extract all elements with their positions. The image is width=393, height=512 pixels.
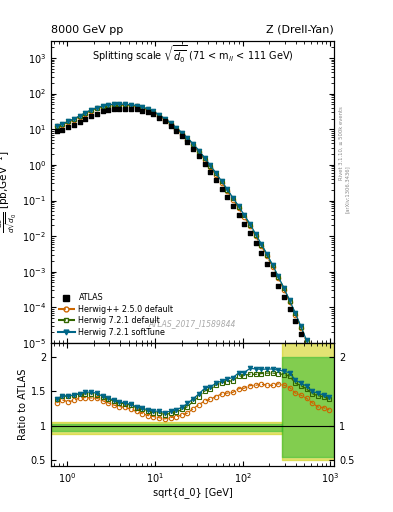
Point — [162, 117, 168, 125]
Point — [270, 270, 276, 279]
Point — [94, 110, 100, 118]
Point — [264, 260, 270, 268]
Point — [88, 112, 94, 120]
Point — [99, 108, 106, 116]
Point — [167, 122, 174, 130]
Text: [arXiv:1306.3436]: [arXiv:1306.3436] — [345, 165, 350, 214]
Point — [230, 202, 236, 210]
Point — [184, 138, 191, 146]
Point — [59, 125, 65, 134]
Point — [77, 118, 83, 126]
Point — [219, 185, 225, 193]
Point — [258, 249, 264, 258]
Point — [281, 293, 287, 301]
Y-axis label: $\frac{d\sigma}{d\sqrt{d_0}}$ [pb,GeV$^{-1}$]: $\frac{d\sigma}{d\sqrt{d_0}}$ [pb,GeV$^{… — [0, 151, 19, 233]
Text: Rivet 3.1.10, ≥ 500k events: Rivet 3.1.10, ≥ 500k events — [339, 106, 344, 180]
Point — [275, 282, 281, 290]
Text: 8000 GeV pp: 8000 GeV pp — [51, 25, 123, 35]
Point — [190, 145, 196, 153]
Point — [326, 406, 332, 414]
Point — [286, 305, 293, 313]
Point — [139, 106, 145, 115]
Point — [292, 317, 298, 325]
Point — [179, 132, 185, 140]
Point — [133, 105, 140, 114]
Point — [252, 239, 259, 247]
Y-axis label: Ratio to ATLAS: Ratio to ATLAS — [18, 369, 28, 440]
Point — [145, 108, 151, 116]
Point — [241, 220, 248, 228]
Point — [213, 176, 219, 184]
Point — [235, 211, 242, 219]
Point — [105, 106, 111, 114]
Point — [315, 373, 321, 381]
Text: Splitting scale $\sqrt{\overline{d_0}}$ (71 < m$_{ll}$ < 111 GeV): Splitting scale $\sqrt{\overline{d_0}}$ … — [92, 44, 294, 65]
Point — [303, 344, 310, 352]
Point — [156, 114, 162, 122]
Point — [111, 105, 117, 113]
Point — [321, 390, 327, 398]
Point — [298, 330, 304, 338]
Point — [53, 127, 60, 135]
Legend: ATLAS, Herwig++ 2.5.0 default, Herwig 7.2.1 default, Herwig 7.2.1 softTune: ATLAS, Herwig++ 2.5.0 default, Herwig 7.… — [55, 291, 176, 339]
Point — [116, 104, 123, 113]
Point — [224, 194, 230, 202]
Point — [82, 115, 88, 123]
Point — [202, 160, 208, 168]
Point — [65, 123, 72, 131]
Point — [71, 120, 77, 129]
X-axis label: sqrt{d_0} [GeV]: sqrt{d_0} [GeV] — [153, 487, 232, 498]
Point — [122, 104, 128, 113]
Point — [247, 229, 253, 238]
Text: ATLAS_2017_I1589844: ATLAS_2017_I1589844 — [149, 319, 236, 328]
Point — [196, 153, 202, 161]
Point — [128, 105, 134, 113]
Point — [207, 168, 213, 176]
Point — [151, 111, 157, 119]
Point — [173, 127, 179, 135]
Text: Z (Drell-Yan): Z (Drell-Yan) — [266, 25, 334, 35]
Point — [309, 357, 316, 366]
